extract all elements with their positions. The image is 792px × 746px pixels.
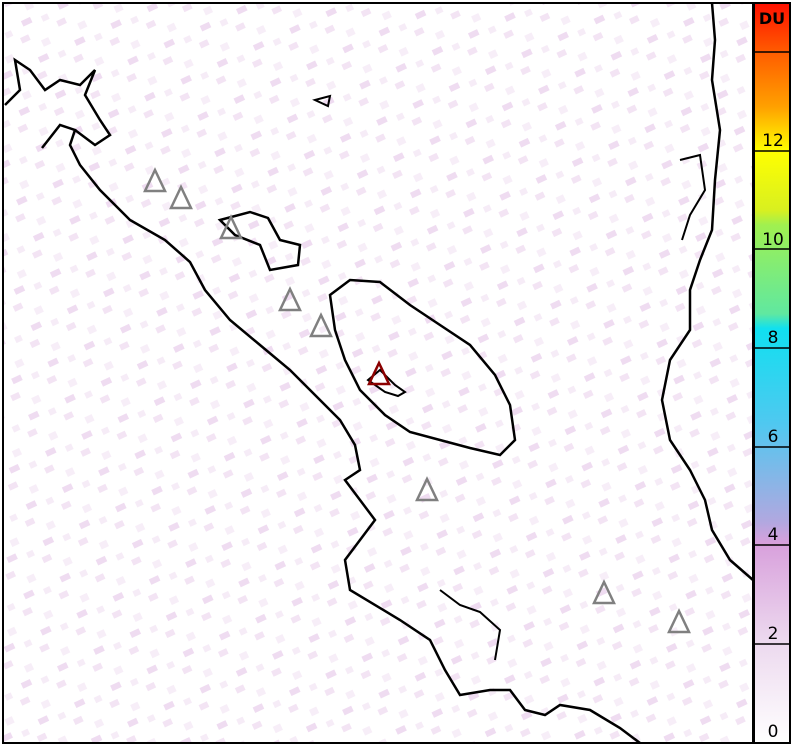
so2-field <box>3 3 753 743</box>
colorbar <box>753 2 791 744</box>
small-lake <box>312 94 332 108</box>
colorbar-tick-label: 12 <box>762 131 784 151</box>
southern-coast <box>439 589 502 661</box>
pacific-coastline <box>41 123 641 744</box>
volcano-markers <box>143 167 691 634</box>
caribbean-coastline <box>660 2 754 581</box>
caribbean-lagoon <box>679 153 707 241</box>
volcano-marker <box>415 476 439 502</box>
colorbar-unit-label: DU <box>758 9 786 28</box>
volcano-marker <box>169 184 193 210</box>
colorbar-tick-label: 4 <box>767 525 779 545</box>
colorbar-ticks <box>754 51 790 645</box>
volcano-marker <box>667 608 691 634</box>
volcano-marker <box>592 579 616 605</box>
lake-nicaragua <box>328 278 517 457</box>
volcano-marker-highlighted <box>367 360 391 386</box>
volcano-marker <box>143 167 167 193</box>
colorbar-tick-label: 0 <box>767 722 779 742</box>
colorbar-tick-label: 8 <box>767 328 779 348</box>
colorbar-tick-label: 2 <box>767 624 779 644</box>
volcano-marker <box>309 312 333 338</box>
volcano-marker <box>278 286 302 312</box>
colorbar-tick-label: 10 <box>762 230 784 250</box>
ometepe-island <box>366 368 407 398</box>
colorbar-tick-label: 6 <box>767 427 779 447</box>
volcano-marker <box>219 214 243 240</box>
gulf-coastline <box>4 57 112 147</box>
lake-managua <box>217 210 302 272</box>
